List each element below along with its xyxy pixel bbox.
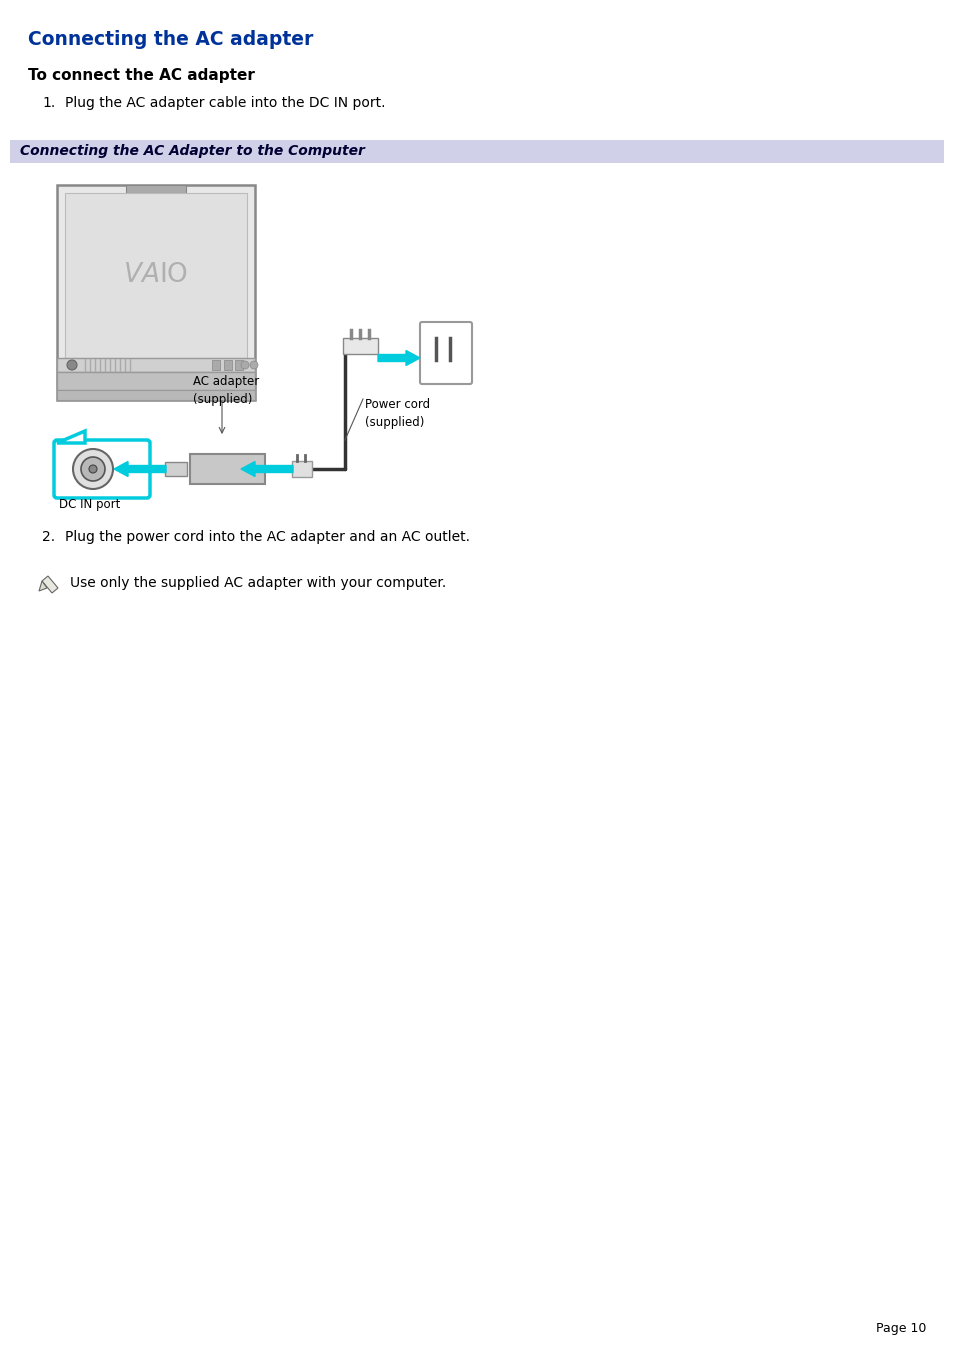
Text: AC adapter
(supplied): AC adapter (supplied) [193,376,259,407]
Bar [10,141,943,163]
Text: 1.: 1. [42,96,55,109]
FancyBboxPatch shape [190,454,265,484]
FancyBboxPatch shape [57,185,254,400]
Polygon shape [42,576,58,593]
Circle shape [89,465,97,473]
Bar [57,390,254,400]
Text: Plug the power cord into the AC adapter and an AC outlet.: Plug the power cord into the AC adapter … [65,530,470,544]
FancyArrow shape [113,462,166,477]
Polygon shape [57,431,85,443]
Bar [343,338,377,354]
Text: 2.: 2. [42,530,55,544]
Bar [292,461,312,477]
FancyBboxPatch shape [54,440,150,499]
Text: Use only the supplied AC adapter with your computer.: Use only the supplied AC adapter with yo… [70,576,446,590]
FancyArrow shape [241,462,293,477]
Circle shape [81,457,105,481]
Circle shape [73,449,112,489]
FancyArrow shape [377,350,419,366]
Bar [224,359,232,370]
Text: Connecting the AC adapter: Connecting the AC adapter [28,30,313,49]
Bar [165,462,187,476]
Bar [65,193,247,358]
Circle shape [67,359,77,370]
Bar [57,358,254,372]
Text: Connecting the AC Adapter to the Computer: Connecting the AC Adapter to the Compute… [20,145,364,158]
Text: To connect the AC adapter: To connect the AC adapter [28,68,254,82]
Text: $\mathit{VA}$IO: $\mathit{VA}$IO [123,262,189,289]
Bar [126,185,186,193]
Polygon shape [39,581,47,590]
Text: Page 10: Page 10 [875,1323,925,1335]
Circle shape [241,361,249,369]
FancyBboxPatch shape [419,322,472,384]
Text: DC IN port: DC IN port [59,499,120,511]
Bar [212,359,220,370]
Bar [57,372,254,390]
Circle shape [250,361,257,369]
Text: Plug the AC adapter cable into the DC IN port.: Plug the AC adapter cable into the DC IN… [65,96,385,109]
Text: Power cord
(supplied): Power cord (supplied) [365,399,430,430]
Bar [234,359,243,370]
